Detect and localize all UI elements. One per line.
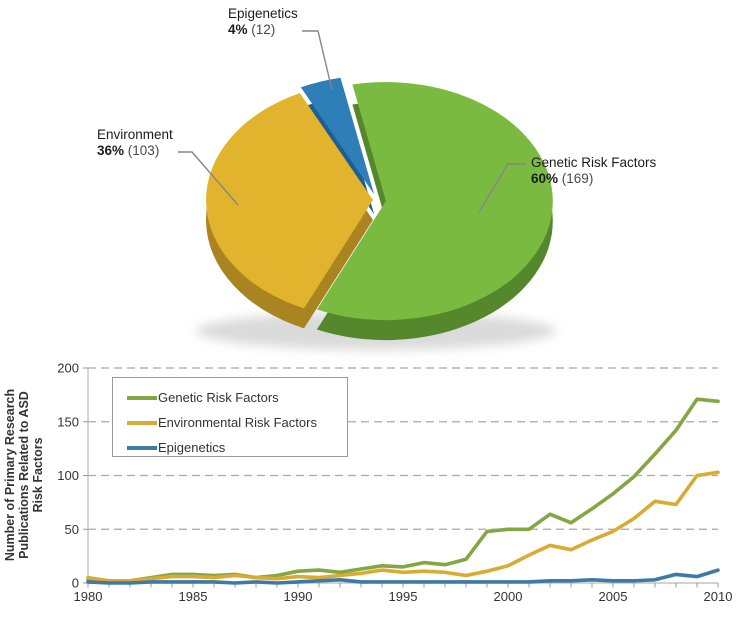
pie-label-environment-name: Environment xyxy=(97,127,173,142)
y-tick-label-50: 50 xyxy=(65,522,79,537)
pie-label-epigenetics-value: 4% (12) xyxy=(228,22,298,38)
y-tick-label-150: 150 xyxy=(57,414,79,429)
x-tick-label-1990: 1990 xyxy=(284,589,313,604)
x-tick-label-2010: 2010 xyxy=(704,589,733,604)
leader-line-epigenetics xyxy=(302,30,333,91)
pie-count-environment: (103) xyxy=(127,143,160,158)
x-tick-label-1995: 1995 xyxy=(389,589,418,604)
series-line-genetic-risk-factors xyxy=(86,397,720,583)
legend-label-environmental: Environmental Risk Factors xyxy=(158,415,317,430)
pie-label-epigenetics-name: Epigenetics xyxy=(228,6,298,21)
x-tick-label-1985: 1985 xyxy=(179,589,208,604)
y-axis-title-line-1: Number of Primary Research xyxy=(3,389,17,561)
x-tick-label-2005: 2005 xyxy=(599,589,628,604)
pie-pct-epigenetics: 4% xyxy=(228,22,248,37)
pie-label-genetic-name: Genetic Risk Factors xyxy=(531,155,657,170)
legend-item-environmental: Environmental Risk Factors xyxy=(127,410,347,435)
legend-item-genetic: Genetic Risk Factors xyxy=(127,385,347,410)
pie-count-epigenetics: (12) xyxy=(251,22,276,37)
y-tick-label-100: 100 xyxy=(57,468,79,483)
legend-swatch-environmental xyxy=(127,420,157,425)
pie-slice-environment xyxy=(206,93,373,309)
pie-count-genetic: (169) xyxy=(561,171,594,186)
line-chart: 0 50 100 150 200 1980 1985 1990 1995 2000 2005 2010… xyxy=(0,360,750,621)
x-tick-label-1980: 1980 xyxy=(74,589,103,604)
legend: Genetic Risk Factors Environmental Risk … xyxy=(112,377,348,457)
leader-line-genetic xyxy=(478,163,526,213)
y-axis-title-line-3: Risk Factors xyxy=(31,437,45,512)
pie-chart: Epigenetics 4% (12) Genetic Risk Factors… xyxy=(97,6,656,350)
y-axis-title-line-2: Publications Related to ASD xyxy=(17,391,31,559)
pie-slice-epigenetics xyxy=(300,77,375,195)
series-line-environmental-risk-factors xyxy=(86,470,720,583)
leader-line-environment xyxy=(178,151,239,206)
legend-swatch-genetic xyxy=(127,395,157,400)
legend-item-epigenetics: Epigenetics xyxy=(127,435,347,460)
legend-label-epigenetics: Epigenetics xyxy=(158,440,226,455)
x-tick-label-2000: 2000 xyxy=(494,589,523,604)
pie-label-genetic: Genetic Risk Factors 60% (169) xyxy=(531,155,656,187)
series-line-epigenetics xyxy=(86,568,720,585)
pie-slice-genetic-risk-factors xyxy=(316,82,553,321)
pie-chart-canvas xyxy=(178,30,556,350)
pie-label-environment-value: 36% (103) xyxy=(97,143,173,159)
pie-label-environment: Environment 36% (103) xyxy=(97,127,173,159)
pie-pct-genetic: 60% xyxy=(531,171,559,186)
pie-label-epigenetics: Epigenetics 4% (12) xyxy=(228,6,298,38)
y-tick-label-200: 200 xyxy=(57,361,79,376)
pie-pct-environment: 36% xyxy=(97,143,125,158)
legend-swatch-epigenetics xyxy=(127,445,157,450)
line-chart-canvas: 0 50 100 150 200 1980 1985 1990 1995 2000 2005 2010… xyxy=(3,361,733,605)
pie-label-genetic-value: 60% (169) xyxy=(531,171,656,187)
y-tick-label-0: 0 xyxy=(72,576,79,591)
legend-label-genetic: Genetic Risk Factors xyxy=(158,390,279,405)
